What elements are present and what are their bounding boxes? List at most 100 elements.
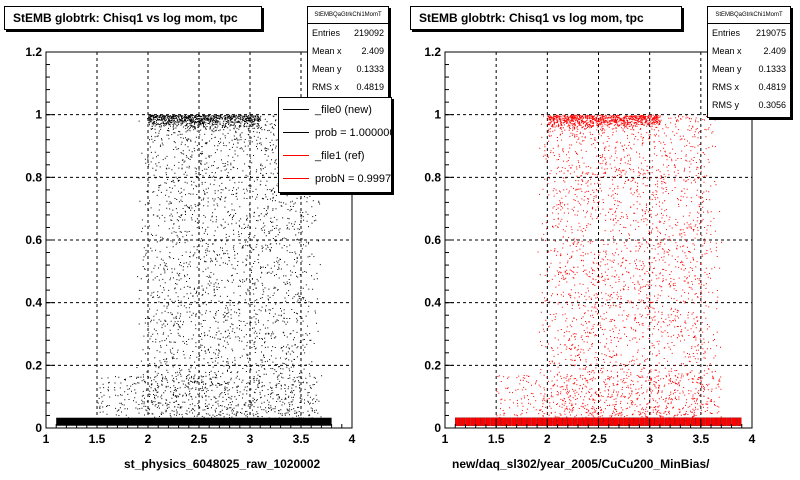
bin-marker <box>654 417 660 426</box>
x-tick-label: 1.5 <box>488 432 505 446</box>
bin-marker <box>526 417 532 426</box>
x-tick-label: 2 <box>145 432 152 446</box>
stats-row: RMS x 0.4819 <box>312 82 384 92</box>
bin-marker <box>588 417 594 426</box>
right-x-axis-label: new/daq_sl302/year_2005/CuCu200_MinBias/ <box>452 457 710 471</box>
left-x-axis-label: st_physics_6048025_raw_1020002 <box>124 457 321 471</box>
stats-row: Mean y 0.1333 <box>712 64 786 74</box>
legend-entry: _file1 (ref) <box>279 144 391 167</box>
bin-marker <box>572 417 578 426</box>
bin-marker <box>542 417 548 426</box>
bin-marker <box>680 417 686 426</box>
y-tick-label: 0.6 <box>25 233 42 247</box>
bin-marker <box>506 417 512 426</box>
y-tick-label: 0 <box>434 421 441 435</box>
bin-marker <box>562 417 568 426</box>
stats-row: Entries 219075 <box>712 28 786 38</box>
bin-marker <box>608 417 614 426</box>
left-legend: _file0 (new) prob = 1.000000 _file1 (ref… <box>278 97 392 193</box>
y-tick-label: 1 <box>35 108 42 122</box>
y-tick-label: 0.6 <box>424 233 441 247</box>
bin-marker <box>623 417 629 426</box>
stats-row: RMS y 0.3056 <box>712 100 786 110</box>
x-tick-label: 2.5 <box>191 432 208 446</box>
legend-line <box>283 109 309 110</box>
bin-marker <box>695 417 701 426</box>
bin-marker <box>644 417 650 426</box>
y-tick-label: 0 <box>35 421 42 435</box>
bin-marker <box>649 417 655 426</box>
bin-marker <box>731 417 737 426</box>
x-tick-label: 3 <box>247 432 254 446</box>
legend-line <box>283 178 309 179</box>
bin-marker <box>598 417 604 426</box>
bin-marker <box>690 417 696 426</box>
bin-marker <box>557 417 563 426</box>
right-stats-box: StEMBQaGtrkChi1MomT Entries 219075 Mean x… <box>707 6 791 118</box>
x-tick-label: 3.5 <box>293 432 310 446</box>
bin-marker <box>685 417 691 426</box>
bin-marker <box>721 417 727 426</box>
bin-marker <box>516 417 522 426</box>
bin-marker <box>664 417 670 426</box>
y-tick-label: 0.4 <box>424 296 441 310</box>
legend-line <box>283 132 309 133</box>
bin-marker <box>521 417 527 426</box>
bin-marker <box>675 417 681 426</box>
bin-marker <box>700 417 706 426</box>
scatter-points <box>496 114 722 423</box>
bin-marker <box>736 417 742 426</box>
left-plot-title: StEMB globtrk: Chisq1 vs log mom, tpc <box>4 6 262 30</box>
scatter-points <box>97 114 323 423</box>
bin-marker <box>634 417 640 426</box>
bin-marker <box>455 417 461 426</box>
stats-row: Mean x 2.409 <box>312 46 384 56</box>
stats-name: StEMBQaGtrkChi1MomT <box>708 7 790 24</box>
bin-marker <box>480 417 486 426</box>
x-tick-label: 2.5 <box>590 432 607 446</box>
bin-marker <box>613 417 619 426</box>
x-tick-label: 1 <box>43 432 50 446</box>
x-tick-label: 4 <box>349 432 356 446</box>
stats-name: StEMBQaGtrkChi1MomT <box>308 7 388 24</box>
stats-row: Mean y 0.1333 <box>312 64 384 74</box>
legend-entry: prob = 1.000000 <box>279 121 391 144</box>
x-tick-label: 2 <box>544 432 551 446</box>
legend-entry: probN = 0.999780 <box>279 167 391 190</box>
y-tick-label: 0.2 <box>424 358 441 372</box>
bin-marker <box>710 417 716 426</box>
stats-row: Entries 219092 <box>312 28 384 38</box>
bin-marker <box>726 417 732 426</box>
x-tick-label: 1 <box>442 432 449 446</box>
bin-marker <box>577 417 583 426</box>
bin-marker <box>495 417 501 426</box>
bin-marker <box>490 417 496 426</box>
x-tick-label: 4 <box>749 432 756 446</box>
x-tick-label: 1.5 <box>89 432 106 446</box>
bin-marker <box>659 417 665 426</box>
bin-marker <box>669 417 675 426</box>
y-tick-label: 1.2 <box>424 45 441 59</box>
bin-marker <box>618 417 624 426</box>
bin-marker <box>639 417 645 426</box>
y-tick-label: 0.8 <box>25 170 42 184</box>
bin-marker <box>715 417 722 426</box>
bin-marker <box>705 417 711 426</box>
y-tick-label: 1 <box>434 108 441 122</box>
bin-marker <box>629 417 635 426</box>
bin-marker <box>511 417 517 426</box>
bin-marker <box>567 417 573 426</box>
bin-marker <box>593 417 599 426</box>
y-tick-label: 1.2 <box>25 45 42 59</box>
bin-marker <box>470 417 476 426</box>
bin-marker <box>536 417 542 426</box>
y-tick-label: 0.4 <box>25 296 42 310</box>
y-tick-label: 0.8 <box>424 170 441 184</box>
stats-row: Mean x 2.409 <box>712 46 786 56</box>
x-tick-label: 3 <box>646 432 653 446</box>
bin-marker <box>603 417 609 426</box>
left-stats-box: StEMBQaGtrkChi1MomT Entries 219092 Mean x… <box>307 6 389 98</box>
legend-entry: _file0 (new) <box>279 98 391 121</box>
legend-line <box>283 155 309 156</box>
